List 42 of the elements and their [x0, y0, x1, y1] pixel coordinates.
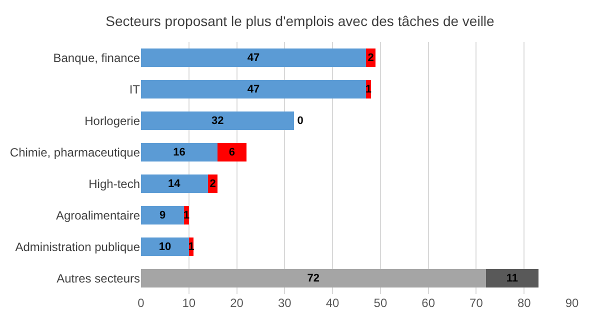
bar: [141, 80, 366, 99]
data-label: 32: [211, 114, 224, 127]
x-tick-label: 60: [422, 296, 436, 310]
x-tick-label: 0: [138, 296, 145, 310]
bar: [141, 206, 184, 225]
x-tick-label: 80: [517, 296, 532, 310]
data-label: 2: [210, 178, 216, 190]
data-label: 14: [168, 178, 182, 190]
bar: [141, 111, 294, 130]
x-tick-label: 70: [470, 296, 484, 310]
x-tick-label: 90: [565, 296, 579, 310]
y-tick-label: IT: [129, 82, 141, 96]
y-tick-label: Banque, finance: [53, 50, 140, 65]
y-tick-label: Administration publique: [15, 240, 140, 254]
chart-title: Secteurs proposant le plus d'emplois avec des tâches de veille: [106, 13, 495, 29]
x-tick-label: 10: [182, 296, 196, 310]
x-tick-label: 20: [230, 296, 244, 310]
y-tick-label: Horlogerie: [84, 114, 140, 128]
bar: [141, 142, 218, 162]
bar: [141, 174, 208, 194]
data-label: 72: [307, 272, 320, 284]
y-tick-label: Autres secteurs: [56, 271, 140, 286]
x-tick-label: 40: [326, 296, 340, 310]
data-label: 47: [247, 83, 260, 96]
data-label: 16: [173, 146, 186, 158]
y-tick-label: High-tech: [88, 176, 140, 191]
data-label: 0: [297, 114, 304, 127]
bar: [141, 48, 366, 68]
data-label: 47: [247, 52, 260, 64]
bar: [218, 142, 246, 162]
y-tick-label: Agroalimentaire: [56, 208, 140, 222]
data-label: 6: [228, 146, 236, 158]
data-label: 9: [159, 209, 166, 222]
data-label: 10: [158, 240, 172, 253]
bar: [141, 268, 486, 288]
bar: [141, 237, 189, 256]
x-tick-label: 30: [278, 296, 292, 310]
data-label: 11: [506, 272, 518, 284]
data-label: 2: [368, 52, 374, 64]
x-tick-label: 50: [374, 296, 388, 310]
bar: [486, 268, 538, 288]
y-tick-label: Chimie, pharmaceutique: [10, 145, 140, 160]
